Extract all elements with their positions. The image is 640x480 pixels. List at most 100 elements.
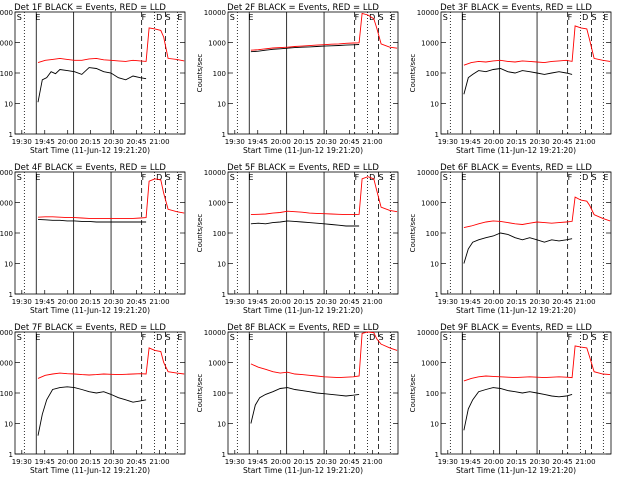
x-tick-label: 20:45 [126,138,146,146]
panel-title: Det 5F BLACK = Events, RED = LLD [227,163,379,173]
x-tick-label: 19:30 [225,138,245,146]
event-marker-label: E [461,333,466,342]
x-tick-label: 20:15 [507,458,527,466]
y-tick-label: 100 [0,390,13,398]
event-marker-label: E [390,173,395,182]
y-axis-label: Counts/sec [409,214,417,253]
lld-series-line [37,347,185,379]
x-tick-label: 21:00 [362,138,382,146]
events-series-line [463,232,573,264]
event-marker-label: E [177,13,182,22]
event-marker-label: F [142,333,147,342]
y-tick-label: 100 [213,70,226,78]
events-series-line [463,68,573,95]
y-tick-label: 1000 [208,360,226,368]
event-marker-label: D [156,333,162,342]
event-marker-label: D [582,333,588,342]
panel-7: Det 7F BLACK = Events, RED = LLD 1 10 100 10… [0,323,186,475]
event-marker-label: F [142,173,147,182]
x-tick-label: 20:45 [339,458,359,466]
y-tick-label: 10000 [417,169,439,177]
y-axis-label: Counts/sec [196,214,204,253]
lld-series-line [250,176,398,216]
panel-1: Det 1F BLACK = Events, RED = LLD 1 10 100 10… [0,3,186,155]
panel-6: Det 6F BLACK = Events, RED = LLD 1 10 100 10… [409,163,612,315]
x-tick-label: 21:00 [149,458,169,466]
x-tick-label: 20:15 [81,298,101,306]
y-tick-label: 10000 [204,9,226,17]
x-tick-label: 20:15 [507,298,527,306]
events-series-line [37,218,147,223]
event-marker-label: S [591,173,596,182]
y-axis-label: Counts/sec [409,374,417,413]
event-marker-label: E [35,333,40,342]
event-marker-label: E [248,333,253,342]
y-tick-label: 1 [9,291,13,299]
panel-8: Det 8F BLACK = Events, RED = LLD 1 10 100 10… [196,323,399,475]
event-marker-label: E [248,13,253,22]
x-tick-label: 19:30 [438,138,458,146]
y-tick-label: 1 [435,451,439,459]
y-tick-label: 1 [435,131,439,139]
plot-frame [227,11,399,135]
x-tick-label: 20:45 [126,298,146,306]
event-marker-label: S [230,13,235,22]
event-marker-label: F [142,13,147,22]
x-tick-label: 20:00 [271,298,291,306]
x-tick-label: 21:00 [362,298,382,306]
event-marker-label: S [443,173,448,182]
y-tick-label: 1000 [0,360,13,368]
y-tick-label: 10 [430,101,439,109]
x-tick-label: 19:30 [12,298,32,306]
x-tick-label: 20:00 [271,458,291,466]
panel-title: Det 6F BLACK = Events, RED = LLD [440,163,592,173]
event-marker-label: E [461,173,466,182]
event-marker-label: E [603,13,608,22]
x-tick-label: 20:00 [271,138,291,146]
panel-title: Det 7F BLACK = Events, RED = LLD [14,323,166,333]
x-tick-label: 20:15 [81,138,101,146]
y-tick-label: 10000 [417,329,439,337]
lld-series-line [250,331,398,379]
y-axis-label: Counts/sec [196,54,204,93]
y-tick-label: 1 [9,131,13,139]
y-tick-label: 1 [222,131,226,139]
x-tick-label: 21:00 [362,458,382,466]
y-tick-label: 10 [217,101,226,109]
x-tick-label: 20:00 [58,138,78,146]
event-marker-label: E [390,13,395,22]
x-tick-label: 20:15 [294,138,314,146]
y-axis-label: Counts/sec [196,374,204,413]
panel-5: Det 5F BLACK = Events, RED = LLD 1 10 100 10… [196,163,399,315]
y-tick-label: 1000 [208,40,226,48]
panel-4: Det 4F BLACK = Events, RED = LLD 1 10 100 10… [0,163,186,315]
y-tick-label: 100 [426,390,439,398]
y-tick-label: 100 [213,390,226,398]
x-axis-label: Start Time (11-Jun-12 19:21:20) [456,146,576,155]
x-axis-label: Start Time (11-Jun-12 19:21:20) [30,146,150,155]
event-marker-label: S [591,333,596,342]
x-tick-label: 20:45 [339,298,359,306]
event-marker-label: D [369,333,375,342]
event-marker-label: D [156,13,162,22]
x-tick-label: 19:30 [12,458,32,466]
x-tick-label: 19:45 [461,458,481,466]
x-tick-label: 19:30 [12,138,32,146]
y-tick-label: 10000 [0,329,13,337]
x-tick-label: 19:30 [438,458,458,466]
event-marker-label: D [369,173,375,182]
x-tick-label: 19:45 [461,138,481,146]
event-marker-label: S [165,333,170,342]
plot-frame [440,11,612,135]
y-tick-label: 100 [0,70,13,78]
x-tick-label: 19:45 [248,298,268,306]
panel-title: Det 4F BLACK = Events, RED = LLD [14,163,166,173]
y-tick-label: 10000 [0,9,13,17]
event-marker-label: E [35,13,40,22]
y-tick-label: 10 [4,101,13,109]
panel-9: Det 9F BLACK = Events, RED = LLD 1 10 100 10… [409,323,612,475]
x-tick-label: 20:00 [58,298,78,306]
event-marker-label: F [355,173,360,182]
x-tick-label: 19:45 [35,298,55,306]
